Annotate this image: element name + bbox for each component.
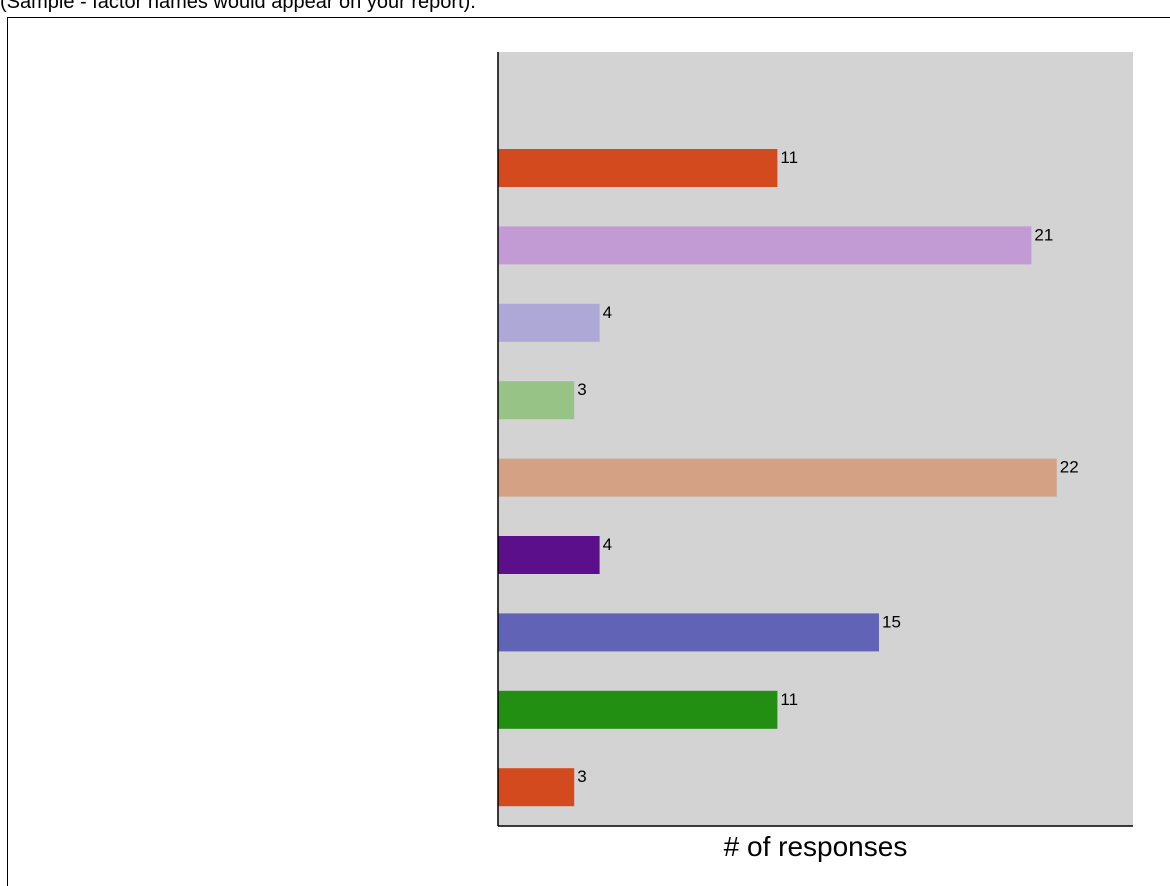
bar-2 <box>498 226 1031 264</box>
data-label-6: 4 <box>603 535 612 554</box>
bar-9 <box>498 768 574 806</box>
bar-7 <box>498 613 879 651</box>
bar-1 <box>498 149 777 187</box>
x-axis-label: # of responses <box>724 831 908 862</box>
bar-3 <box>498 304 600 342</box>
data-label-4: 3 <box>577 380 586 399</box>
data-label-1: 11 <box>780 148 798 167</box>
data-label-7: 15 <box>882 612 901 631</box>
data-label-5: 22 <box>1060 458 1079 477</box>
bar-8 <box>498 691 777 729</box>
data-label-3: 4 <box>603 303 612 322</box>
bar-4 <box>498 381 574 419</box>
data-label-8: 11 <box>780 690 798 709</box>
data-label-9: 3 <box>577 767 586 786</box>
data-label-2: 21 <box>1034 225 1053 244</box>
bar-5 <box>498 459 1057 497</box>
bar-6 <box>498 536 600 574</box>
